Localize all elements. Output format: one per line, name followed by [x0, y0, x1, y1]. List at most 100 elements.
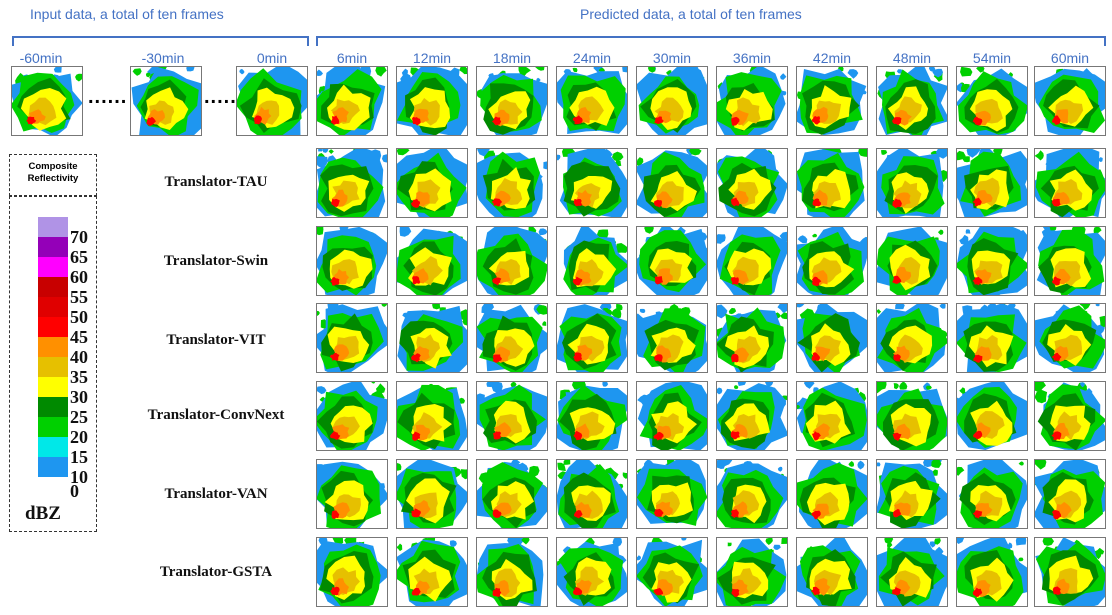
radar-frame — [556, 66, 628, 136]
radar-frame — [636, 459, 708, 529]
color-scale-label: 50 — [70, 307, 88, 327]
color-scale-swatch — [38, 437, 68, 457]
input-time-label: -30min — [141, 50, 185, 66]
model-label-tau: Translator-TAU — [164, 174, 268, 190]
color-scale-swatch — [38, 397, 68, 417]
radar-frame — [316, 381, 388, 451]
radar-frame — [956, 226, 1028, 296]
radar-frame — [636, 66, 708, 136]
radar-frame — [796, 537, 868, 607]
radar-frame — [1034, 148, 1106, 218]
radar-frame — [876, 537, 948, 607]
model-label-gsta: Translator-GSTA — [159, 564, 273, 580]
radar-frame — [956, 303, 1028, 373]
predicted-time-label: 18min — [492, 50, 532, 66]
legend-title-line1: Composite — [28, 161, 78, 172]
predicted-brace — [316, 36, 1106, 46]
radar-frame — [716, 537, 788, 607]
radar-frame — [396, 226, 468, 296]
radar-frame — [956, 537, 1028, 607]
color-scale-label: 15 — [70, 447, 88, 467]
color-scale-label: 20 — [70, 427, 88, 447]
radar-frame — [396, 381, 468, 451]
radar-frame — [556, 381, 628, 451]
color-scale-label: 25 — [70, 407, 88, 427]
radar-frame — [1034, 66, 1106, 136]
color-scale-swatch — [38, 377, 68, 397]
predicted-time-label: 54min — [972, 50, 1012, 66]
radar-frame — [636, 226, 708, 296]
radar-frame — [396, 148, 468, 218]
radar-frame — [876, 148, 948, 218]
predicted-time-label: 42min — [812, 50, 852, 66]
radar-frame — [956, 148, 1028, 218]
legend-unit: dBZ — [25, 503, 61, 524]
radar-frame — [716, 459, 788, 529]
radar-frame — [1034, 226, 1106, 296]
predicted-time-label: 6min — [336, 50, 368, 66]
radar-frame — [316, 226, 388, 296]
input-time-label: -60min — [19, 50, 63, 66]
radar-frame — [716, 148, 788, 218]
ellipsis: ...... — [204, 86, 244, 108]
radar-frame — [876, 459, 948, 529]
input-brace — [12, 36, 309, 46]
radar-frame — [476, 537, 548, 607]
radar-frame — [796, 66, 868, 136]
radar-frame — [476, 459, 548, 529]
radar-frame — [796, 459, 868, 529]
radar-frame — [556, 148, 628, 218]
color-scale-swatch — [38, 297, 68, 317]
color-scale-label: 55 — [70, 287, 88, 307]
model-label-vit: Translator-VIT — [166, 332, 266, 348]
predicted-time-label: 30min — [652, 50, 692, 66]
radar-frame — [556, 226, 628, 296]
radar-frame — [236, 66, 308, 136]
color-scale-label: 35 — [70, 367, 88, 387]
radar-frame — [796, 381, 868, 451]
radar-frame — [956, 459, 1028, 529]
radar-frame — [316, 459, 388, 529]
color-scale-label: 40 — [70, 347, 88, 367]
color-scale-label: 30 — [70, 387, 88, 407]
color-scale-swatch — [38, 417, 68, 437]
color-scale-swatch — [38, 337, 68, 357]
color-scale-swatch — [38, 217, 68, 237]
color-scale-label: 10 — [70, 467, 88, 487]
predicted-time-label: 24min — [572, 50, 612, 66]
legend-title-box: Composite Reflectivity — [9, 154, 97, 196]
radar-frame — [476, 66, 548, 136]
radar-frame — [316, 148, 388, 218]
radar-frame — [716, 226, 788, 296]
radar-frame — [796, 148, 868, 218]
radar-frame — [876, 66, 948, 136]
color-scale-swatch — [38, 317, 68, 337]
radar-frame — [396, 303, 468, 373]
radar-frame — [636, 381, 708, 451]
input-time-label: 0min — [256, 50, 288, 66]
radar-frame — [476, 148, 548, 218]
ellipsis: ...... — [88, 86, 128, 108]
radar-frame — [396, 459, 468, 529]
radar-frame — [716, 303, 788, 373]
predicted-time-label: 36min — [732, 50, 772, 66]
color-scale-swatch — [38, 277, 68, 297]
radar-frame — [636, 537, 708, 607]
color-scale-label: 0 — [70, 481, 79, 501]
radar-frame — [130, 66, 202, 136]
radar-frame — [796, 303, 868, 373]
radar-frame — [956, 381, 1028, 451]
color-scale-label: 65 — [70, 247, 88, 267]
radar-frame — [876, 226, 948, 296]
radar-frame — [556, 459, 628, 529]
predicted-time-label: 60min — [1050, 50, 1090, 66]
radar-frame — [316, 537, 388, 607]
model-label-swin: Translator-Swin — [163, 253, 269, 269]
radar-frame — [1034, 459, 1106, 529]
input-data-header: Input data, a total of ten frames — [30, 6, 224, 22]
color-scale-swatch — [38, 457, 68, 477]
radar-frame — [716, 66, 788, 136]
color-scale-swatch — [38, 477, 68, 497]
radar-frame — [556, 537, 628, 607]
radar-frame — [1034, 303, 1106, 373]
